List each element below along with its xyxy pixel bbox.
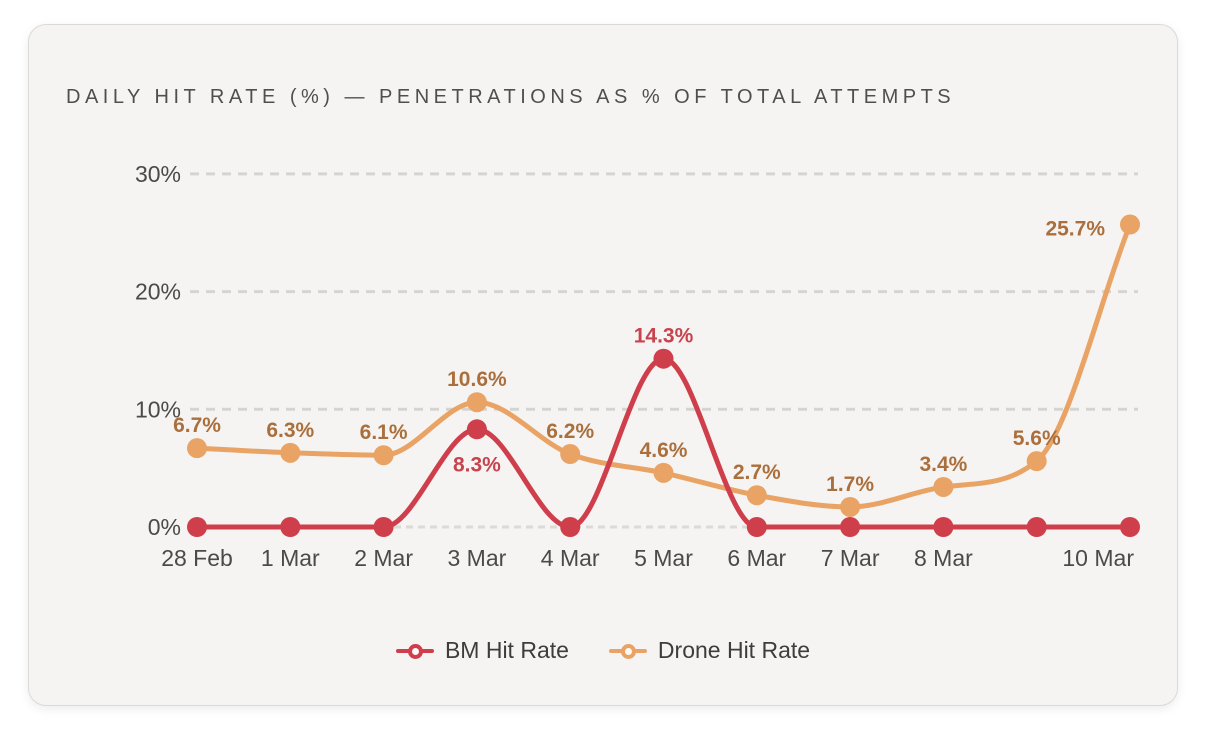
- drone-hit-rate-data-label-8-mar: 3.4%: [919, 453, 967, 476]
- drone-hit-rate-data-label-6-mar: 2.7%: [733, 461, 781, 484]
- legend-item-drone-hit-rate[interactable]: Drone Hit Rate: [608, 637, 811, 664]
- x-tick-label-5-mar: 5 Mar: [634, 545, 693, 571]
- drone-hit-rate-line: [194, 222, 1133, 510]
- x-tick-label-3-mar: 3 Mar: [448, 545, 507, 571]
- drone-hit-rate-data-label-28-feb: 6.7%: [173, 414, 221, 437]
- drone-hit-rate-point-28-feb: [187, 438, 207, 459]
- drone-hit-rate-point-8-mar: [933, 476, 954, 497]
- drone-hit-rate-point-7-mar: [840, 496, 861, 517]
- drone-hit-rate-data-label-3-mar: 10.6%: [447, 368, 507, 391]
- bm-legend-ring-icon: [407, 643, 423, 659]
- bm-hit-rate-point-10-mar: [1120, 517, 1140, 537]
- y-tick-label-10: 10%: [135, 396, 181, 422]
- y-tick-label-0: 0%: [148, 514, 181, 540]
- bm-hit-rate-data-label-3-mar: 8.3%: [453, 453, 501, 476]
- legend-item-bm-hit-rate[interactable]: BM Hit Rate: [395, 637, 569, 664]
- drone-hit-rate-data-label-9-mar: 5.6%: [1013, 427, 1061, 450]
- bm-hit-rate-point-2-mar: [373, 517, 394, 537]
- legend-label-drone: Drone Hit Rate: [657, 637, 811, 663]
- chart-title: DAILY HIT RATE (%) — PENETRATIONS AS % O…: [66, 86, 956, 108]
- drone-hit-rate-point-2-mar: [373, 445, 394, 466]
- x-tick-label-1-mar: 1 Mar: [261, 545, 320, 571]
- bm-hit-rate-point-3-mar: [466, 419, 487, 440]
- drone-hit-rate-point-5-mar: [653, 462, 674, 483]
- drone-hit-rate-data-label-2-mar: 6.1%: [360, 421, 408, 444]
- bm-hit-rate-data-label-5-mar: 14.3%: [634, 325, 694, 348]
- x-tick-label-10-mar: 10 Mar: [1062, 545, 1134, 571]
- bm-hit-rate-point-1-mar: [280, 517, 301, 537]
- drone-hit-rate-point-6-mar: [746, 485, 767, 506]
- bm-hit-rate-point-28-feb: [187, 517, 207, 537]
- x-tick-label-6-mar: 6 Mar: [727, 545, 786, 571]
- drone-hit-rate-data-label-4-mar: 6.2%: [546, 420, 594, 443]
- chart-card: [28, 24, 1178, 706]
- drone-hit-rate-point-10-mar: [1120, 214, 1140, 235]
- bm-hit-rate-point-4-mar: [560, 517, 581, 537]
- x-tick-label-7-mar: 7 Mar: [821, 545, 880, 571]
- drone-hit-rate-data-label-7-mar: 1.7%: [826, 473, 874, 496]
- bm-hit-rate-point-9-mar: [1026, 517, 1047, 537]
- x-tick-label-2-mar: 2 Mar: [354, 545, 413, 571]
- bm-hit-rate-point-5-mar: [653, 348, 674, 369]
- drone-hit-rate-data-label-1-mar: 6.3%: [266, 419, 314, 442]
- drone-hit-rate-data-label-10-mar: 25.7%: [1045, 218, 1105, 241]
- drone-hit-rate-point-9-mar: [1026, 451, 1047, 472]
- y-tick-label-30: 30%: [135, 161, 181, 187]
- drone-legend-ring-icon: [620, 643, 636, 659]
- bm-hit-rate-point-6-mar: [746, 517, 767, 537]
- drone-hit-rate-point-4-mar: [560, 444, 581, 465]
- drone-series-legend-marker-icon: [608, 642, 647, 660]
- drone-hit-rate-data-label-5-mar: 4.6%: [640, 439, 688, 462]
- bm-hit-rate-point-7-mar: [840, 517, 861, 537]
- drone-hit-rate-point-3-mar: [466, 392, 487, 413]
- bm-hit-rate-point-8-mar: [933, 517, 954, 537]
- x-tick-label-4-mar: 4 Mar: [541, 545, 600, 571]
- x-tick-label-8-mar: 8 Mar: [914, 545, 973, 571]
- y-tick-label-20: 20%: [135, 279, 181, 305]
- bm-series-legend-marker-icon: [395, 642, 434, 660]
- chart-legend: BM Hit Rate Drone Hit Rate: [28, 637, 1178, 664]
- x-tick-label-28-feb: 28 Feb: [161, 545, 233, 571]
- legend-label-bm: BM Hit Rate: [444, 637, 569, 663]
- drone-hit-rate-point-1-mar: [280, 442, 301, 463]
